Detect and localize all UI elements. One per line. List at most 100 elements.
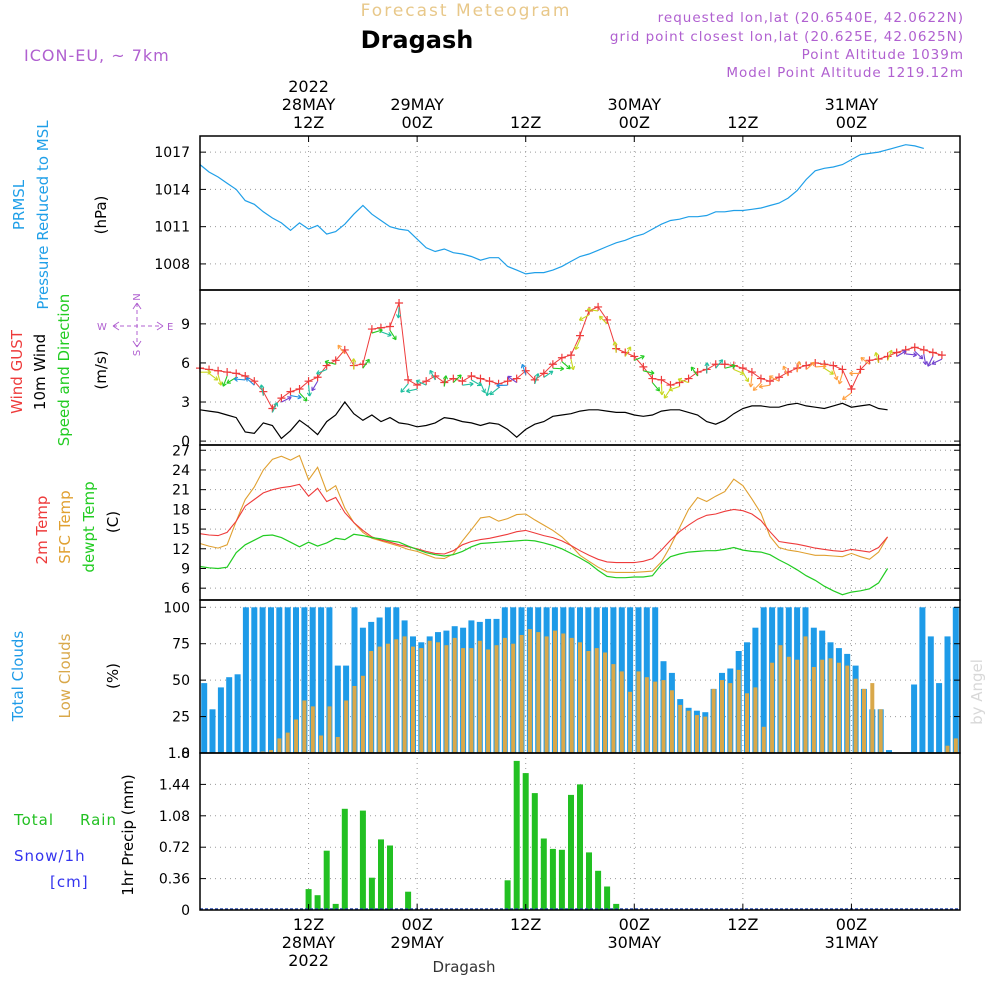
wind-direction-arrow xyxy=(837,373,843,385)
low-cloud-bar xyxy=(694,715,699,753)
low-cloud-bar xyxy=(636,671,641,753)
low-cloud-bar xyxy=(828,658,833,753)
wind-direction-arrow xyxy=(351,358,357,370)
total-cloud-bar xyxy=(259,607,266,753)
gust-marker xyxy=(485,377,494,386)
data-layer xyxy=(196,144,960,911)
low-cloud-bar xyxy=(811,667,816,753)
precip-label-total: Total xyxy=(13,811,54,829)
gust-marker xyxy=(756,374,765,383)
compass-w: W xyxy=(97,322,107,333)
y-tick-label: 0 xyxy=(181,746,190,762)
y-tick-label: 6 xyxy=(181,581,190,597)
y-tick-label: 1008 xyxy=(154,257,190,273)
y-tick-label: 0 xyxy=(181,434,190,450)
gust-marker xyxy=(566,351,575,360)
low-cloud-bar xyxy=(377,646,382,753)
y-tick-label: 1011 xyxy=(154,220,190,236)
low-cloud-bar xyxy=(544,636,549,753)
low-cloud-bar xyxy=(853,678,858,753)
low-cloud-bar xyxy=(686,710,691,753)
frame-layer xyxy=(199,135,961,911)
wind-direction-arrow xyxy=(245,377,255,386)
low-cloud-bar xyxy=(477,640,482,753)
rain-bar xyxy=(305,889,312,910)
wind-direction-arrow xyxy=(406,388,418,394)
y-tick-label: 100 xyxy=(163,600,190,616)
gust-marker xyxy=(476,374,485,383)
total-cloud-bar xyxy=(936,683,943,753)
y-tick-label: 21 xyxy=(172,483,190,499)
gust-marker xyxy=(630,352,639,361)
temp-label-sfc: SFC Temp xyxy=(56,490,74,563)
gust-marker xyxy=(928,348,937,357)
total-cloud-bar xyxy=(217,687,224,753)
y-tick-label: 12 xyxy=(172,542,190,558)
rain-bar xyxy=(387,845,393,910)
rain-bar xyxy=(513,760,520,910)
wind-direction-arrow xyxy=(690,366,699,377)
total-cloud-bar xyxy=(760,607,767,753)
gust-marker xyxy=(784,368,793,377)
wind-direction-arrow xyxy=(561,361,571,370)
wind-direction-arrow xyxy=(233,376,246,382)
low-cloud-bar xyxy=(335,737,340,753)
chart-title: Forecast Meteogram xyxy=(361,1,572,21)
wind-direction-arrow xyxy=(543,370,554,378)
wind-speed-line xyxy=(199,400,888,440)
y-tick-label: 9 xyxy=(181,561,190,577)
low-cloud-bar xyxy=(778,645,783,753)
y-tick-label: 75 xyxy=(172,637,190,653)
precip-labels: Total Rain Snow/1h [cm] 1hr Precip (mm) xyxy=(13,774,137,895)
wind-direction-arrow xyxy=(380,331,392,337)
wind-label-speed: Speed and Direction xyxy=(55,294,73,447)
gust-marker xyxy=(304,377,313,386)
wind-direction-arrow xyxy=(271,402,279,413)
low-cloud-bar xyxy=(553,630,557,753)
x-tick-label-bottom: 12Z xyxy=(293,915,324,934)
low-cloud-bar xyxy=(836,662,841,753)
wind-direction-arrow xyxy=(259,384,265,396)
wind-label-10m: 10m Wind xyxy=(31,334,49,410)
gust-marker xyxy=(404,375,413,384)
low-cloud-bar xyxy=(502,637,507,753)
x-date-label-bottom: 29MAY xyxy=(390,933,444,952)
wind-direction-arrow xyxy=(624,346,632,357)
gust-marker xyxy=(286,387,295,396)
rain-bar xyxy=(549,848,556,910)
total-cloud-bar xyxy=(886,750,892,753)
wind-direction-arrow xyxy=(860,357,870,365)
total-cloud-bar xyxy=(318,607,325,753)
wind-direction-arrow xyxy=(651,382,661,392)
gust-marker xyxy=(458,377,467,386)
low-cloud-bar xyxy=(486,649,491,753)
pressure-label-prmsl: PRMSL xyxy=(10,179,28,230)
x-tick-label-bottom: 12Z xyxy=(510,915,541,934)
x-date-label-top: 31MAY xyxy=(825,95,879,114)
low-cloud-bar xyxy=(945,745,950,753)
wind-direction-arrow xyxy=(281,396,292,403)
low-cloud-bar xyxy=(594,648,599,753)
x-tick-label-top: 00Z xyxy=(836,113,867,132)
total-cloud-bar xyxy=(242,607,249,753)
x-tick-label-top: 00Z xyxy=(401,113,432,132)
dewpt-temp-line xyxy=(199,533,889,596)
x-date-label-bottom: 30MAY xyxy=(607,933,661,952)
low-cloud-bar xyxy=(452,637,457,753)
total-cloud-bar xyxy=(911,684,918,753)
wind-direction-arrow xyxy=(752,382,762,392)
low-cloud-bar xyxy=(761,726,766,753)
wind-direction-arrow xyxy=(299,392,308,402)
y-tick-label: 0.36 xyxy=(159,872,190,888)
low-cloud-bar xyxy=(419,648,424,753)
total-cloud-bar xyxy=(201,683,208,753)
x-date-label-bottom: 31MAY xyxy=(825,933,879,952)
y-tick-label: 15 xyxy=(172,522,190,538)
low-cloud-bar xyxy=(611,664,616,753)
wind-direction-arrow xyxy=(758,383,771,389)
pressure-label-unit: (hPa) xyxy=(92,196,110,235)
gust-marker xyxy=(766,377,774,386)
rain-bar xyxy=(613,903,620,910)
temp-label-2m: 2m Temp xyxy=(33,496,51,565)
